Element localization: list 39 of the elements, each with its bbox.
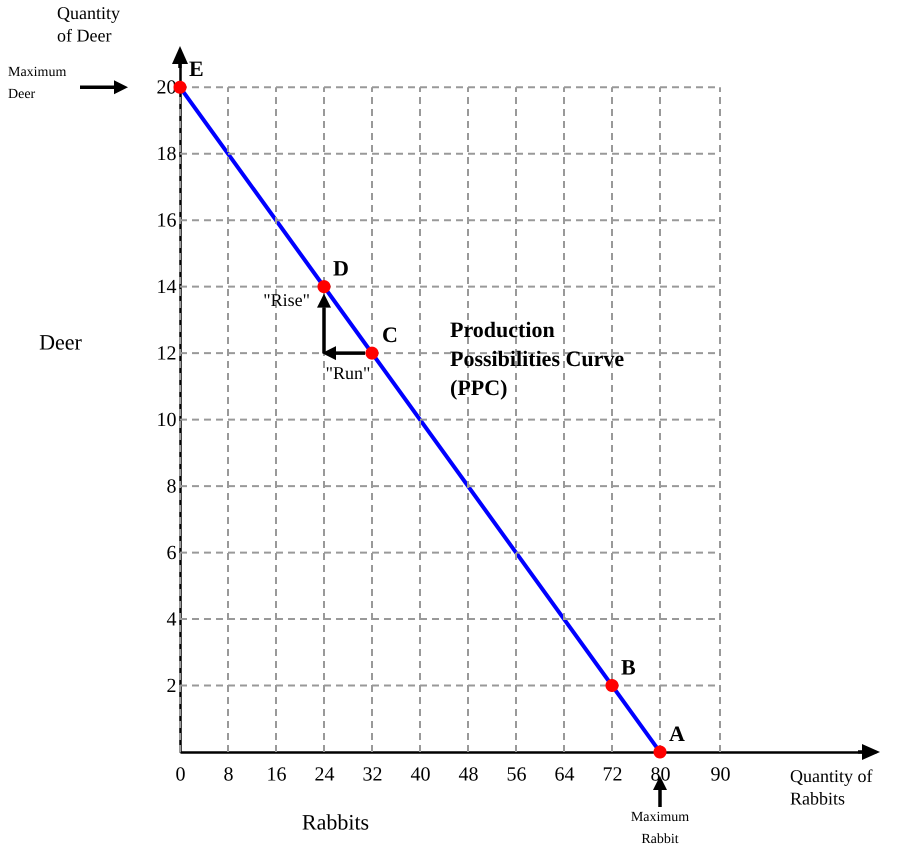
y-tick-label: 8 (166, 476, 176, 498)
text: Quantity of Deer (57, 3, 120, 46)
annotation: "Rise" (263, 290, 310, 310)
x-tick-label: 40 (410, 764, 430, 786)
x-tick-label: 16 (266, 764, 286, 786)
y-tick-label: 2 (166, 675, 176, 698)
y-tick-label: 4 (166, 608, 176, 631)
annotation: B (621, 654, 636, 680)
x-tick-label: 48 (458, 764, 478, 786)
point (653, 745, 667, 759)
x-tick-label: 80 (650, 764, 670, 786)
annotation: A (669, 721, 685, 746)
y-tick-label: 10 (156, 409, 176, 432)
x-tick-label: 90 (710, 764, 730, 786)
text: Maximum Deer (8, 65, 66, 102)
x-tick-label: 32 (362, 764, 382, 786)
x-axis-title: Rabbits (302, 810, 370, 834)
x-tick-label: 56 (506, 764, 526, 786)
annotation: C (382, 322, 398, 348)
y-tick-label: 12 (156, 342, 176, 365)
text: Maximum Rabbit (630, 810, 690, 847)
x-tick-label: 0 (176, 764, 186, 786)
point (317, 280, 331, 294)
series-label: Production Possibilities Curve (PPC) (450, 317, 624, 400)
y-tick-label: 14 (156, 276, 176, 298)
annotation: E (189, 56, 204, 82)
y-tick-label: 6 (166, 542, 176, 564)
y-tick-label: 18 (156, 143, 176, 166)
x-tick-label: 72 (602, 764, 622, 786)
y-tick-label: 16 (156, 210, 176, 232)
text: Quantity of Rabbits (790, 766, 872, 808)
point (605, 679, 619, 692)
annotation: D (333, 256, 349, 281)
y-axis-title: Deer (39, 330, 83, 354)
x-tick-label: 64 (554, 764, 574, 786)
point (365, 346, 379, 360)
annotation: "Run" (326, 363, 370, 383)
x-tick-label: 24 (314, 764, 334, 786)
x-tick-label: 8 (224, 764, 234, 786)
